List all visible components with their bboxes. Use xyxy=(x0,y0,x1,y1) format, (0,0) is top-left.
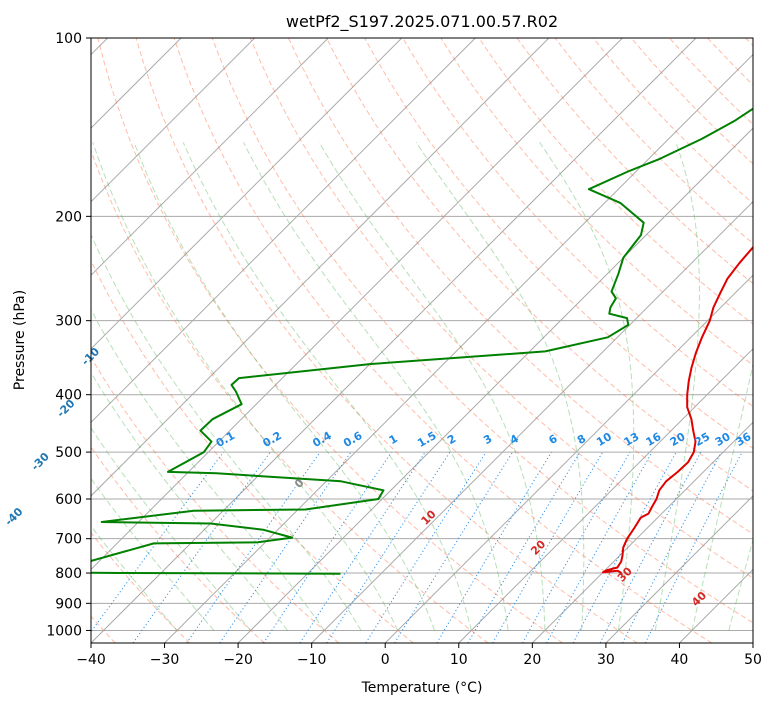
mixing-ratio-label: 8 xyxy=(575,432,588,447)
mixing-ratio-line xyxy=(133,452,270,643)
moist-adiabat-line xyxy=(319,142,545,630)
y-tick-label: 300 xyxy=(55,314,82,330)
mixing-ratio-line xyxy=(573,452,676,643)
moist-adiabat-line xyxy=(729,142,775,630)
moist-adiabat-line xyxy=(0,142,251,630)
isotherm-line xyxy=(385,38,775,643)
moist-adiabat-line xyxy=(655,142,699,630)
moist-adiabat-line xyxy=(540,142,634,630)
y-tick-label: 200 xyxy=(55,209,82,225)
isotherm-line xyxy=(0,38,255,643)
moist-adiabat-label: 10 xyxy=(419,507,439,527)
moist-adiabat-label: 40 xyxy=(689,589,709,609)
chart-title: wetPf2_S197.2025.071.00.57.R02 xyxy=(286,12,558,32)
series-layer xyxy=(50,38,775,574)
x-tick-label: −10 xyxy=(297,652,327,668)
x-tick-label: 20 xyxy=(523,652,541,668)
mixing-ratio-label: 20 xyxy=(668,430,688,449)
isotherm-line xyxy=(753,38,775,643)
dry-adiabat-line xyxy=(0,38,339,643)
isotherm-line xyxy=(238,38,775,643)
mixing-ratio-line xyxy=(395,452,513,643)
mixing-ratio-line xyxy=(600,452,701,643)
mixing-ratio-line xyxy=(623,452,722,643)
x-tick-label: 50 xyxy=(744,652,762,668)
moist-adiabat-line xyxy=(0,142,287,630)
mixing-ratio-label: 13 xyxy=(622,430,642,449)
dry-adiabat-line xyxy=(517,38,775,643)
dry-adiabat-label: -30 xyxy=(29,450,52,473)
isopleth-layer xyxy=(0,38,775,643)
mixing-ratio-label: 36 xyxy=(734,430,754,449)
mixing-ratio-line xyxy=(327,452,450,643)
x-tick-label: 30 xyxy=(597,652,615,668)
dry-adiabat-line xyxy=(0,38,264,643)
isotherm-line xyxy=(532,38,775,643)
dewpoint-profile-line xyxy=(50,38,775,574)
mixing-ratio-label: 0.1 xyxy=(214,429,237,450)
isotherm-line xyxy=(459,38,775,643)
moist-adiabat-line xyxy=(244,142,509,630)
moist-adiabat-label: 20 xyxy=(528,537,548,557)
dry-adiabat-line xyxy=(136,38,637,643)
mixing-ratio-label: 2 xyxy=(445,432,458,447)
x-axis-label: Temperature (°C) xyxy=(361,680,483,696)
y-tick-label: 600 xyxy=(55,492,82,508)
dry-adiabat-line xyxy=(708,38,775,643)
mixing-ratio-label: 1 xyxy=(387,432,400,447)
dry-adiabat-line xyxy=(0,38,190,643)
moist-adiabat-line xyxy=(692,142,775,630)
mixing-ratio-label: 6 xyxy=(547,432,560,447)
isotherm-line xyxy=(679,38,775,643)
plot-frame xyxy=(91,38,753,643)
x-tick-label: −30 xyxy=(150,652,180,668)
dry-adiabat-label: -40 xyxy=(2,505,25,528)
x-axis: −40 −30 −20 −10 0 10 20 30 40 50 xyxy=(76,643,762,668)
dry-adiabat-line xyxy=(441,38,775,643)
y-axis-label: Pressure (hPa) xyxy=(12,290,28,390)
mixing-ratio-label: 3 xyxy=(481,432,494,447)
y-tick-label: 500 xyxy=(55,445,82,461)
isopleth-label-layer: -100-90-80-70-60-50-40-30-20-10010203040… xyxy=(0,345,754,609)
x-tick-label: 10 xyxy=(450,652,468,668)
y-tick-label: 400 xyxy=(55,388,82,404)
isotherm-line xyxy=(0,38,402,643)
x-tick-label: 0 xyxy=(381,652,390,668)
mixing-ratio-line xyxy=(468,452,580,643)
mixing-ratio-label: 0.2 xyxy=(261,429,284,450)
dry-adiabat-line xyxy=(212,38,775,643)
x-tick-label: 40 xyxy=(671,652,689,668)
y-tick-label: 1000 xyxy=(46,623,82,639)
isotherm-line xyxy=(91,38,696,643)
dry-adiabat-line xyxy=(555,38,775,643)
moist-adiabat-line xyxy=(183,142,471,630)
mixing-ratio-label: 16 xyxy=(644,430,664,449)
moist-adiabat-line xyxy=(93,142,398,630)
y-tick-label: 800 xyxy=(55,566,82,582)
dry-adiabat-line xyxy=(593,38,775,643)
mixing-ratio-line xyxy=(547,452,652,643)
mixing-ratio-line xyxy=(83,452,224,643)
y-axis: 100 200 300 400 500 600 700 800 900 1000 xyxy=(46,31,91,639)
dry-adiabat-line xyxy=(365,38,775,643)
dry-adiabat-line xyxy=(22,38,414,643)
isotherm-line xyxy=(312,38,775,643)
mixing-ratio-line xyxy=(645,452,742,643)
x-tick-label: −40 xyxy=(76,652,106,668)
y-tick-label: 700 xyxy=(55,532,82,548)
mixing-ratio-label: 10 xyxy=(594,430,614,449)
x-tick-label: −20 xyxy=(223,652,253,668)
isotherm-line xyxy=(165,38,770,643)
y-tick-label: 100 xyxy=(55,31,82,47)
grid-layer xyxy=(0,38,775,643)
moist-adiabat-line xyxy=(416,142,584,630)
y-tick-label: 900 xyxy=(55,596,82,612)
mixing-ratio-label: 30 xyxy=(713,430,733,449)
